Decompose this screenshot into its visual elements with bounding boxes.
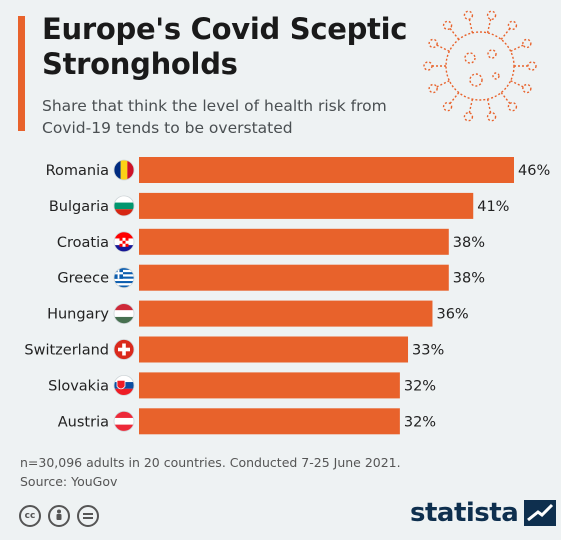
- virus-spike-tip: [507, 20, 518, 31]
- chart-subtitle: Share that think the level of health ris…: [42, 97, 387, 137]
- statista-logo: statista: [410, 498, 557, 528]
- bar: [139, 157, 514, 183]
- virus-spike-tip: [423, 61, 433, 71]
- license-icons: cc: [19, 505, 99, 527]
- bar: [139, 228, 449, 255]
- category-label: Croatia: [57, 235, 109, 251]
- bar-chart: Romania 46% Bulgaria 41% Croatia 38% Greece 38%…: [24, 157, 550, 435]
- bulgaria-flag: [114, 195, 134, 216]
- category-label: Austria: [58, 414, 109, 430]
- bulgaria-flag-outline: [113, 195, 135, 217]
- virus-spike: [468, 19, 474, 34]
- bar: [139, 336, 409, 363]
- greece-flag-outline: [113, 267, 135, 289]
- category-label: Greece: [57, 271, 109, 287]
- croatia-flag: [114, 231, 134, 252]
- virus-icon: [423, 10, 537, 122]
- switzerland-flag-outline: [113, 339, 135, 360]
- virus-spot: [464, 52, 476, 64]
- virus-spike-tip: [486, 111, 497, 122]
- virus-spike-tip: [507, 101, 518, 112]
- virus-spot: [492, 72, 500, 80]
- statista-mark-icon: [524, 500, 557, 526]
- croatia-flag-outline: [113, 231, 135, 253]
- virus-spike: [436, 80, 450, 88]
- switzerland-flag: [114, 339, 134, 360]
- virus-spike: [486, 19, 492, 34]
- value-label: 32%: [404, 378, 436, 394]
- bar: [139, 408, 400, 435]
- bar: [139, 264, 449, 291]
- slovakia-flag: [114, 375, 134, 396]
- brand-name: statista: [410, 498, 519, 528]
- virus-spike-tip: [428, 38, 438, 49]
- footer-note: n=30,096 adults in 20 countries. Conduct…: [20, 453, 401, 491]
- bar: [139, 192, 474, 219]
- virus-spike: [510, 80, 524, 88]
- category-label: Slovakia: [48, 378, 109, 394]
- virus-body: [445, 31, 515, 101]
- virus-spike: [500, 28, 511, 40]
- virus-spike: [449, 28, 460, 40]
- virus-spike: [436, 44, 450, 52]
- virus-spike: [486, 98, 492, 113]
- virus-spike: [510, 44, 524, 52]
- romania-flag-outline: [113, 159, 135, 181]
- value-label: 46%: [518, 163, 550, 179]
- virus-spike-tip: [486, 10, 497, 21]
- slovakia-flag-outline: [113, 374, 135, 396]
- category-label: Hungary: [47, 307, 109, 323]
- virus-spike: [449, 92, 460, 104]
- category-label: Romania: [46, 163, 109, 179]
- value-label: 33%: [412, 343, 444, 359]
- hungary-flag-outline: [113, 303, 135, 325]
- value-label: 38%: [453, 235, 485, 251]
- romania-flag: [114, 160, 134, 180]
- value-label: 36%: [436, 307, 468, 323]
- virus-spike-tip: [428, 83, 438, 94]
- value-label: 41%: [477, 199, 509, 215]
- source-note: Source: YouGov: [20, 474, 118, 489]
- virus-spike-tip: [527, 61, 537, 71]
- virus-spike-tip: [442, 20, 453, 31]
- virus-spike-tip: [463, 10, 474, 21]
- bar: [139, 372, 400, 399]
- category-label: Bulgaria: [49, 199, 109, 215]
- sample-note: n=30,096 adults in 20 countries. Conduct…: [20, 455, 401, 470]
- austria-flag-outline: [113, 410, 135, 432]
- hungary-flag: [114, 303, 134, 324]
- value-label: 38%: [453, 271, 485, 287]
- virus-spike: [500, 92, 511, 104]
- virus-spike-tip: [522, 83, 532, 94]
- virus-spike-tip: [522, 38, 532, 49]
- virus-spike-tip: [463, 111, 474, 122]
- bar: [139, 300, 433, 327]
- chart-title: Europe's Covid Sceptic Strongholds: [42, 12, 408, 81]
- virus-spike-tip: [442, 101, 453, 112]
- austria-flag: [114, 411, 134, 432]
- no-derivatives-icon: [77, 505, 99, 527]
- attribution-icon: [48, 505, 70, 527]
- creative-commons-icon: cc: [19, 505, 41, 527]
- virus-spike: [468, 98, 474, 113]
- category-label: Switzerland: [24, 343, 109, 359]
- value-label: 32%: [404, 414, 436, 430]
- virus-spot: [487, 49, 497, 59]
- title-accent-bar: [18, 16, 25, 131]
- virus-spot: [469, 73, 483, 87]
- greece-flag: [114, 267, 134, 288]
